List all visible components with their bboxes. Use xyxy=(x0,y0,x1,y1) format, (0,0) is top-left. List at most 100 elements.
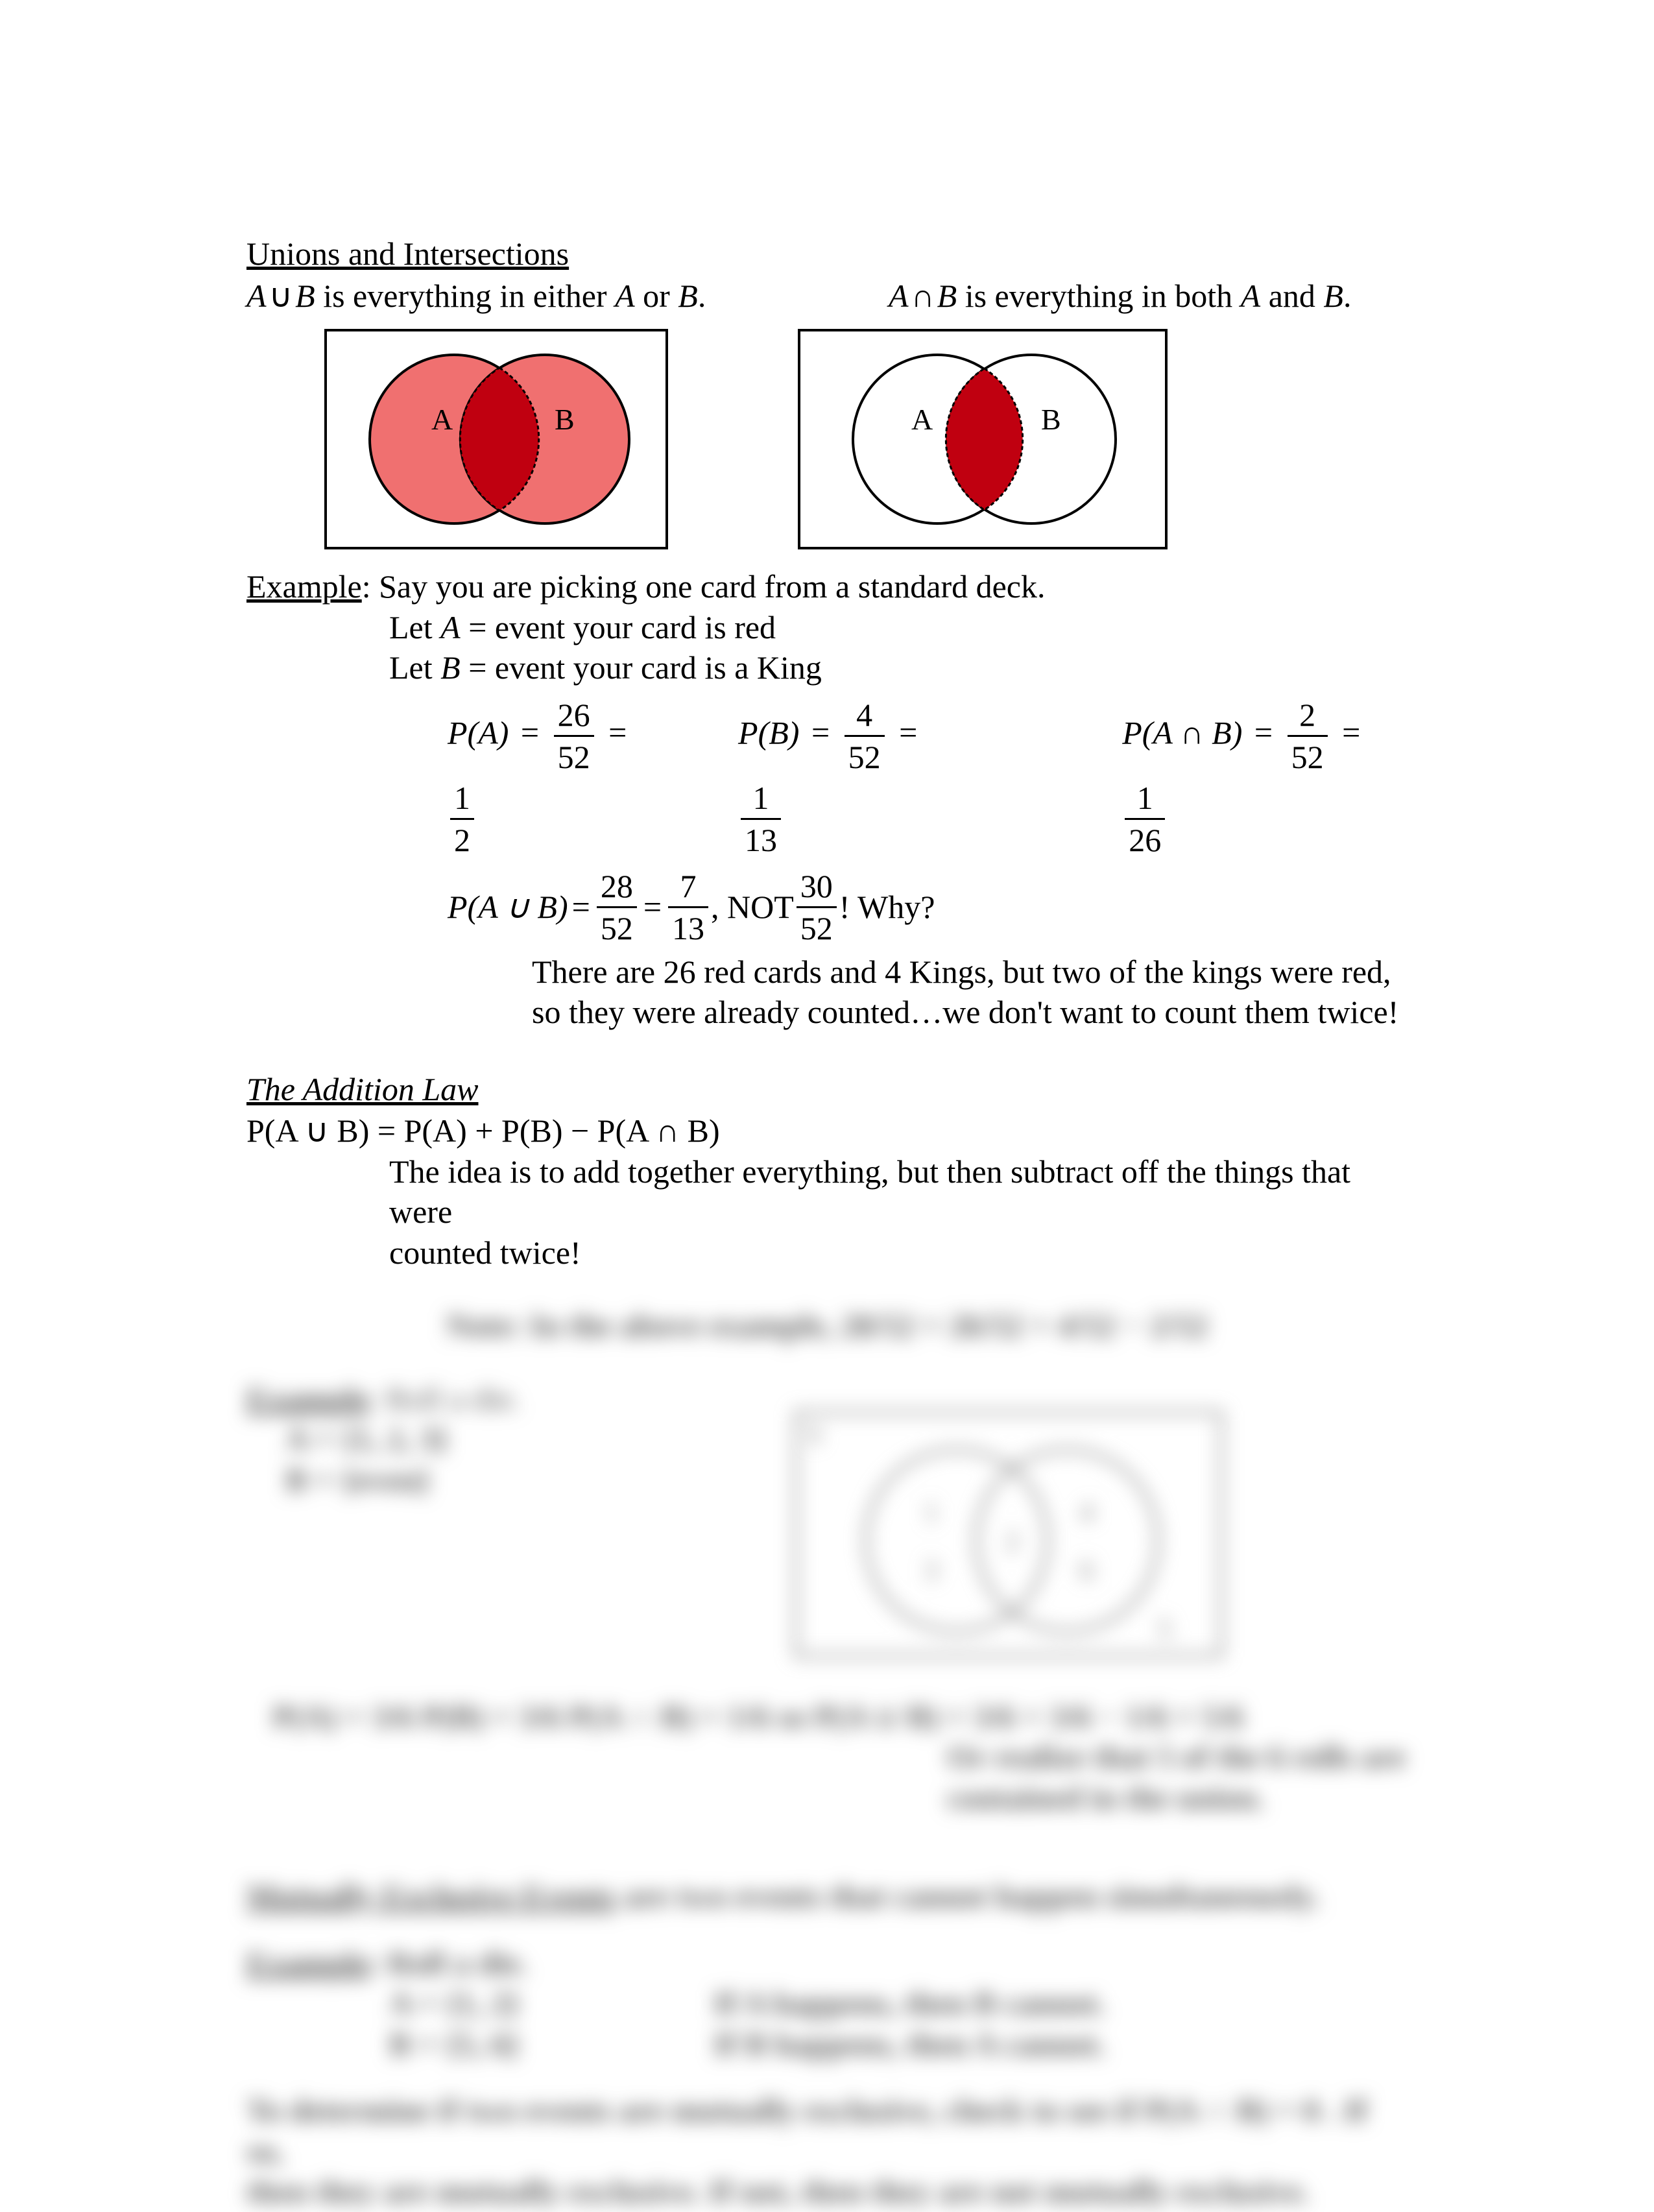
blur-ex-label: Example xyxy=(246,1380,369,1417)
blur-venn-a1: 1 xyxy=(924,1498,938,1528)
venn-union-label-b: B xyxy=(555,403,575,436)
p-a: P(A) = 2652 = 12 xyxy=(448,695,660,861)
addlaw-formula: P(A ∪ B) = P(A) + P(B) − P(A ∩ B) xyxy=(246,1111,1408,1151)
blur-probs-2: Or realize that 5 of the 6 rolls are con… xyxy=(947,1737,1408,1818)
explain-2: so they were already counted…we don't wa… xyxy=(532,992,1408,1033)
prob-row-1: P(A) = 2652 = 12 P(B) = 452 = 113 P(A ∩ … xyxy=(448,695,1408,861)
blur-me-ex-line1: Example: Roll a die. xyxy=(246,1943,1408,1984)
inter-B2: B xyxy=(1323,278,1343,314)
blur-me-ex-l2: A = {1, 2} xyxy=(389,1983,713,2024)
p-a-d2: 2 xyxy=(450,818,474,861)
p-b-d2: 13 xyxy=(741,818,781,861)
union-B: B xyxy=(295,278,315,314)
let-a-post: event your card is red xyxy=(495,609,776,645)
blur-ex-l3: B = {even} xyxy=(285,1460,584,1500)
blur-me-ex-l3: B = {5, 6} xyxy=(389,2024,713,2065)
blur-venn-diagram: S 1 3 2 4 6 5 xyxy=(795,1411,1223,1657)
let-b-eq: = xyxy=(461,649,495,686)
union-dot: . xyxy=(698,278,706,314)
p-aub-row: P(A ∪ B) = 2852 = 713 , NOT 3052 ! Why? xyxy=(448,866,1408,949)
addlaw-text-2: counted twice! xyxy=(389,1232,1408,1273)
blur-me-ex-row3: B = {5, 6} If B happens, then A cannot. xyxy=(246,2024,1408,2065)
content-area: Unions and Intersections A∪B is everythi… xyxy=(246,234,1408,2212)
example-intro: : Say you are picking one card from a st… xyxy=(362,568,1046,605)
p-aub-not: , NOT xyxy=(711,887,794,928)
let-b-line: Let B = event your card is a King xyxy=(389,647,1408,688)
blur-ex-l2: A = {1, 2, 3} xyxy=(285,1419,584,1460)
blur-me-tail2b: then they are mutually exclusive. If not… xyxy=(246,2171,1408,2212)
union-def: A∪B is everything in either A or B. xyxy=(246,276,798,317)
inter-B: B xyxy=(937,278,957,314)
heading-text: Unions and Intersections xyxy=(246,235,569,272)
p-aub-d2: 13 xyxy=(668,906,708,949)
blur-venn-b4: 4 xyxy=(1080,1498,1094,1528)
p-b-d1: 52 xyxy=(845,735,885,778)
union-A2: A xyxy=(615,278,635,314)
p-aub-n2: 7 xyxy=(668,866,708,907)
p-aub-n1: 28 xyxy=(597,866,637,907)
p-ab: P(A ∩ B) = 252 = 126 xyxy=(1122,695,1408,861)
p-a-n1: 26 xyxy=(554,695,594,736)
blur-venn-box: S 1 3 2 4 6 5 xyxy=(788,1404,1229,1664)
p-aub-lhs: P(A ∪ B) xyxy=(448,887,568,928)
addlaw-heading: The Addition Law xyxy=(246,1071,478,1107)
let-a-pre: Let xyxy=(389,609,440,645)
blur-me-ex-r2: If A happens, then B cannot. xyxy=(713,1983,1105,2024)
p-aub-d1: 52 xyxy=(597,906,637,949)
p-ab-n2: 1 xyxy=(1125,778,1165,819)
blurred-region: Note: In the above example, 28/52 = 26/5… xyxy=(246,1305,1408,2212)
union-text: is everything in either xyxy=(315,278,615,314)
venn-union-diagram: A B xyxy=(324,329,668,549)
p-ab-d1: 52 xyxy=(1288,735,1328,778)
intersection-def: A∩B is everything in both A and B. xyxy=(889,276,1408,317)
inter-text: is everything in both xyxy=(957,278,1240,314)
blur-probs: P(A) = 3/6 P(B) = 3/6 P(A ∩ B) = 1/6 so … xyxy=(272,1696,1408,1737)
union-B2: B xyxy=(678,278,698,314)
venn-union-label-a: A xyxy=(431,403,453,436)
p-ab-d2: 26 xyxy=(1125,818,1165,861)
venn-inter-label-b: B xyxy=(1041,403,1061,436)
example-line: Example: Say you are picking one card fr… xyxy=(246,566,1408,607)
page: Unions and Intersections A∪B is everythi… xyxy=(0,0,1654,2141)
cup-symbol: ∪ xyxy=(267,278,296,314)
p-ab-lhs: P(A ∩ B) xyxy=(1122,714,1242,751)
blur-me-ex-row2: A = {1, 2} If A happens, then B cannot. xyxy=(246,1983,1408,2024)
p-b-lhs: P(B) xyxy=(738,714,799,751)
blur-me-line: Mutually Exclusive Events are two events… xyxy=(246,1876,1408,1917)
venn-inter-label-a: A xyxy=(911,403,933,436)
blur-venn-b6: 6 xyxy=(1080,1556,1094,1586)
venn-row: A B A B xyxy=(324,329,1408,549)
inter-A: A xyxy=(889,278,909,314)
blur-example-row: Example: Roll a die. A = {1, 2, 3} B = {… xyxy=(246,1378,1408,1696)
let-b-post: event your card is a King xyxy=(495,649,822,686)
explain-1: There are 26 red cards and 4 Kings, but … xyxy=(532,952,1408,992)
union-A: A xyxy=(246,278,267,314)
blur-me-tail2a: To determine if two events are mutually … xyxy=(246,2090,1408,2171)
addlaw-text-1: The idea is to add together everything, … xyxy=(389,1151,1408,1232)
venn-intersection-diagram: A B xyxy=(798,329,1168,549)
cap-symbol: ∩ xyxy=(909,278,937,314)
p-a-n2: 1 xyxy=(450,778,474,819)
blur-me-ex-label: Example xyxy=(246,1945,369,1981)
blur-venn-s: S xyxy=(808,1420,822,1449)
defs-row: A∪B is everything in either A or B. A∩B … xyxy=(246,276,1408,317)
blur-venn-b5: 5 xyxy=(1158,1615,1171,1644)
example-label: Example xyxy=(246,568,362,605)
p-b-n2: 1 xyxy=(741,778,781,819)
blur-me-ex-l1: : Roll a die. xyxy=(369,1945,527,1981)
let-a-line: Let A = event your card is red xyxy=(389,607,1408,648)
inter-dot: . xyxy=(1343,278,1352,314)
p-aub-excl: ! Why? xyxy=(839,887,935,928)
blur-me-ex-r3: If B happens, then A cannot. xyxy=(713,2024,1105,2065)
p-a-d1: 52 xyxy=(554,735,594,778)
p-b-n1: 4 xyxy=(845,695,885,736)
p-b: P(B) = 452 = 113 xyxy=(738,695,966,861)
union-or: or xyxy=(635,278,678,314)
p-a-lhs: P(A) xyxy=(448,714,509,751)
blur-ex-l1: : Roll a die. xyxy=(369,1380,520,1417)
blur-me-tail: are two events that cannot happen simult… xyxy=(616,1878,1319,1914)
let-b-sym: B xyxy=(440,649,461,686)
p-ab-n1: 2 xyxy=(1288,695,1328,736)
let-a-eq: = xyxy=(461,609,495,645)
inter-A2: A xyxy=(1241,278,1261,314)
